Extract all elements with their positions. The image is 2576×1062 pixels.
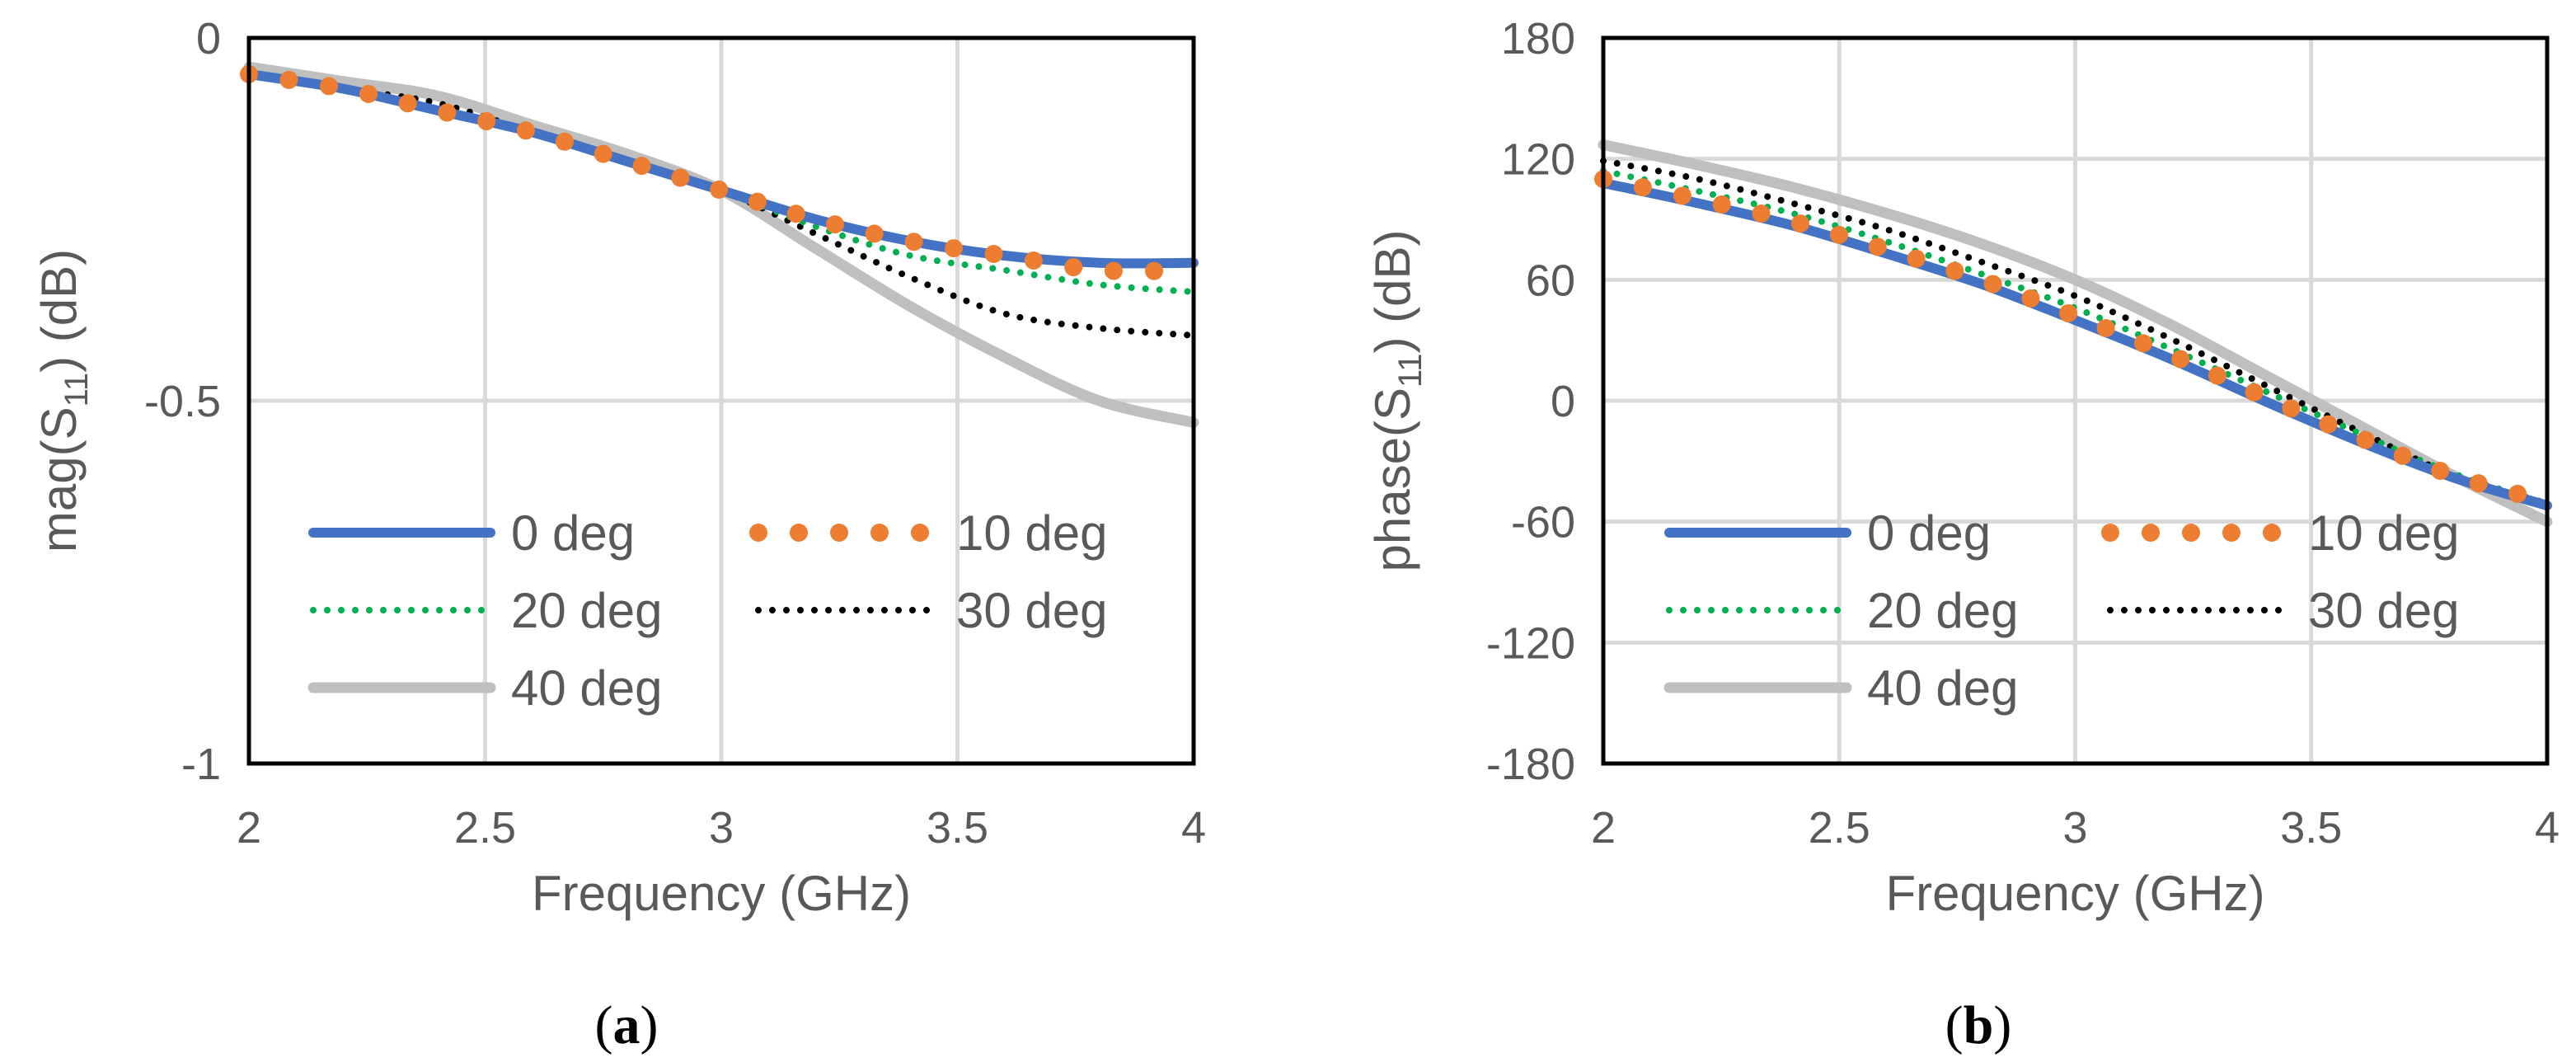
panel-label: (a) [595,995,659,1055]
panel-b-chart: 180 120 60 0 -60 -120 -180 2 2.5 3 3.5 4 0 deg 10 d… [1365,14,2560,1055]
plot-frame [1601,35,2550,766]
y-tick-label: -120 [1486,618,1575,668]
series-line-10-deg [240,65,1203,280]
x-tick-labels: 2 2.5 3 3.5 4 [1591,803,2560,853]
plot-frame [246,35,1196,766]
x-tick-label: 2.5 [454,803,516,853]
y-tick-labels: 0 -0.5 -1 [144,14,221,789]
x-tick-labels: 2 2.5 3 3.5 4 [237,803,1206,853]
y-axis-title: mag(S11) (dB) [31,249,95,552]
legend-label: 40 deg [1867,660,2019,716]
x-tick-label: 4 [2535,803,2560,853]
y-tick-label: 60 [1526,256,1575,305]
series-layer [1594,139,2556,528]
legend-label: 30 deg [956,583,1108,638]
panel-a-chart: 0 -0.5 -1 2 2.5 3 3.5 4 0 deg 10 deg 20 deg 30 de… [31,14,1206,1055]
legend-label: 40 deg [511,660,663,716]
x-axis-title: Frequency (GHz) [1885,866,2264,921]
legend-label: 20 deg [1867,583,2019,638]
legend-label: 10 deg [2308,505,2460,561]
x-tick-label: 2 [237,803,261,853]
panel-letter: a [613,995,640,1055]
y-tick-label: 180 [1501,14,1575,63]
y-tick-label: 0 [196,14,221,63]
grid [1601,35,2550,766]
x-tick-label: 3.5 [927,803,988,853]
series-layer [240,61,1203,428]
y-tick-labels: 180 120 60 0 -60 -120 -180 [1486,14,1575,789]
x-axis-title: Frequency (GHz) [532,866,911,921]
series-line-40-deg [1598,139,2553,528]
y-axis-title-main: phase(S [1365,388,1420,571]
y-axis-title-tail: ) (dB) [1365,229,1420,353]
panel-letter: b [1964,995,1994,1055]
grid [246,35,1196,766]
y-tick-label: 0 [1551,377,1575,426]
series-line-30-deg [1600,157,2550,511]
y-tick-label: -1 [181,740,221,789]
series-line-0-deg [1598,178,2552,511]
legend-label: 20 deg [511,583,663,638]
legend: 0 deg 10 deg 20 deg 30 deg 40 deg [1663,505,2460,716]
y-tick-label: 120 [1501,135,1575,185]
y-tick-label: -0.5 [144,377,221,426]
x-tick-label: 3 [2062,803,2087,853]
x-tick-label: 2 [1591,803,1616,853]
x-tick-label: 3 [709,803,734,853]
y-axis-title-tail: ) (dB) [31,249,87,373]
y-tick-label: -60 [1511,498,1575,547]
y-axis-title-main: mag(S [31,406,87,552]
x-tick-label: 3.5 [2280,803,2342,853]
x-tick-label: 4 [1181,803,1206,853]
legend-label: 0 deg [511,505,635,561]
y-axis-title-subscript: 11 [1392,353,1429,388]
legend-label: 10 deg [956,505,1108,561]
y-tick-label: -180 [1486,740,1575,789]
legend-label: 0 deg [1867,505,1991,561]
panel-label: (b) [1945,995,2012,1055]
legend-label: 30 deg [2308,583,2460,638]
y-axis-title: phase(S11) (dB) [1365,229,1429,571]
legend: 0 deg 10 deg 20 deg 30 deg 40 deg [307,505,1108,716]
y-axis-title-subscript: 11 [59,373,95,407]
x-tick-label: 2.5 [1809,803,1870,853]
